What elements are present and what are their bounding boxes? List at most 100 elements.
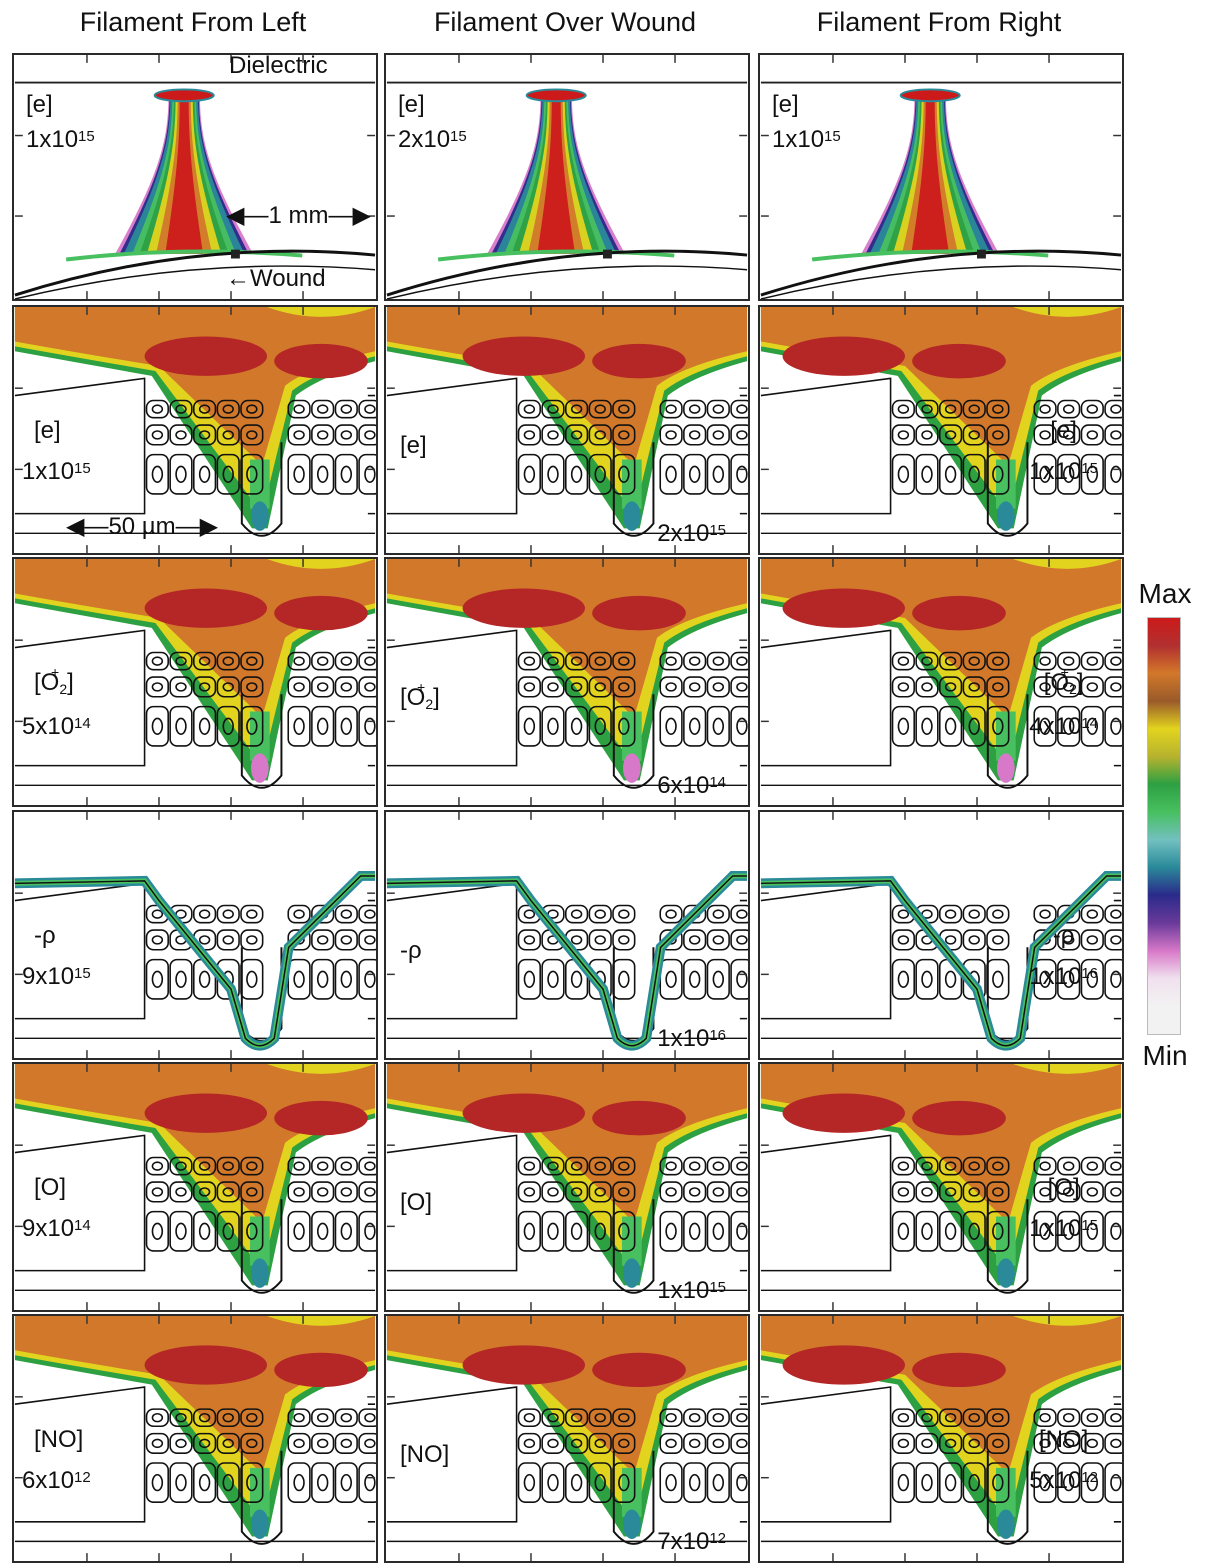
colorbar-segment xyxy=(1148,839,1180,868)
axis-ticks xyxy=(386,812,748,1058)
species-name: [O] xyxy=(1047,1174,1080,1201)
axis-ticks xyxy=(14,812,376,1058)
species-name: [e] xyxy=(400,432,427,459)
tissue-cells xyxy=(14,1134,376,1294)
peak-value: 5x1012 xyxy=(1029,1466,1098,1494)
peak-value-corner: 1x1016 xyxy=(657,1025,726,1052)
colorbar-segment xyxy=(1148,950,1180,979)
species-label: [O2 +] xyxy=(400,679,440,714)
species-label: [NO] xyxy=(400,1441,449,1468)
panel-art xyxy=(760,559,1122,805)
panel-art xyxy=(14,1064,376,1310)
peak-value: 1x1016 xyxy=(1029,963,1098,990)
panel-art xyxy=(760,307,1122,553)
density-plume xyxy=(760,1316,1122,1539)
axis-ticks xyxy=(760,1316,1122,1561)
tissue-cells xyxy=(386,629,748,789)
colorbar-segment xyxy=(1148,618,1180,646)
species-label: -ρ 9x1015 xyxy=(22,922,91,990)
density-plume xyxy=(14,1064,376,1288)
colorbar-min-label: Min xyxy=(1142,1040,1188,1071)
colorbar-segment xyxy=(1148,895,1180,923)
panel-art xyxy=(386,559,748,805)
species-label: [O] 9x1014 xyxy=(22,1174,91,1242)
axis-ticks xyxy=(760,1064,1122,1310)
panel-art xyxy=(386,1316,748,1561)
species-label: [e] 1x1015 xyxy=(1029,417,1098,485)
filament-streamer xyxy=(811,88,1049,262)
axis-ticks xyxy=(386,1316,748,1561)
peak-value: 1x1015 xyxy=(772,126,841,153)
tissue-cells xyxy=(14,377,376,537)
panel-r2-c2: 2x1015 [e] xyxy=(384,305,750,555)
wound-marker xyxy=(977,249,986,259)
tissue-surface xyxy=(760,249,1122,297)
column-title-right: Filament From Right xyxy=(816,7,1062,37)
density-plume xyxy=(760,307,1122,531)
species-label: [e] 2x1015 xyxy=(398,91,467,153)
wound-label: ←Wound xyxy=(226,265,326,292)
species-name: [NO] xyxy=(1038,1425,1089,1453)
colorbar-segment xyxy=(1148,728,1180,757)
species-label: [NO] 5x1012 xyxy=(1029,1426,1098,1494)
panel-r2-c1: [e] 1x1015 xyxy=(12,305,378,555)
colorbar-segment xyxy=(1148,922,1180,951)
peak-value: 1x1015 xyxy=(22,458,91,485)
axis-ticks xyxy=(386,307,748,553)
panel-art xyxy=(14,559,376,805)
panel-art xyxy=(760,1064,1122,1310)
axis-ticks xyxy=(14,1064,376,1310)
axis-ticks xyxy=(14,307,376,553)
scale-1mm: ◀—1 mm—▶ xyxy=(226,202,371,229)
species-name: [NO] xyxy=(400,1440,450,1468)
tissue-cells xyxy=(14,629,376,789)
density-plume xyxy=(14,1316,376,1539)
species-label: [O] 1x1015 xyxy=(1029,1174,1098,1242)
species-name: [NO] xyxy=(34,1425,84,1453)
peak-value: 9x1014 xyxy=(22,1215,91,1242)
colorbar-segment xyxy=(1148,784,1180,813)
tissue-cells xyxy=(760,629,1122,789)
charge-band xyxy=(760,871,1122,1051)
column-title-over-wound: Filament Over Wound xyxy=(433,7,697,37)
tissue-cells xyxy=(760,1134,1122,1294)
scale-50um: ◀—50 µm—▶ xyxy=(66,513,219,540)
density-plume xyxy=(386,1316,748,1539)
peak-value: 9x1015 xyxy=(22,963,91,990)
peak-value: 1x1015 xyxy=(1029,458,1098,485)
wound-marker xyxy=(231,249,240,259)
colorbar xyxy=(1147,617,1181,1035)
panel-art xyxy=(386,1064,748,1310)
axis-ticks xyxy=(760,307,1122,553)
panel-r2-c3: [e] 1x1015 xyxy=(758,305,1124,555)
tissue-cells xyxy=(386,1386,748,1545)
density-plume xyxy=(14,559,376,783)
species-name: [e] xyxy=(34,417,61,444)
species-name: [e] xyxy=(26,91,53,118)
species-label: [NO] 6x1012 xyxy=(22,1426,91,1494)
panel-r3-c2: 6x1014 [O2 +] xyxy=(384,557,750,807)
panel-art xyxy=(386,812,748,1058)
dielectric-label: Dielectric xyxy=(229,52,328,79)
species-label: -ρ 1x1016 xyxy=(1029,922,1098,990)
colorbar-segment xyxy=(1148,673,1180,702)
peak-value: 2x1015 xyxy=(657,520,726,547)
panel-art xyxy=(760,55,1122,299)
tissue-surface xyxy=(14,249,376,297)
density-plume xyxy=(14,307,376,531)
axis-ticks xyxy=(760,812,1122,1058)
species-name: [O2 +] xyxy=(34,664,74,697)
charge-band xyxy=(386,871,748,1051)
axis-ticks xyxy=(386,55,748,299)
species-label: [O] xyxy=(400,1189,432,1216)
peak-value: 1x1015 xyxy=(657,1277,726,1304)
colorbar-segment xyxy=(1148,645,1180,674)
tissue-cells xyxy=(14,882,376,1042)
panel-art xyxy=(14,1316,376,1561)
colorbar-segment xyxy=(1148,978,1180,1007)
panel-r4-c3: -ρ 1x1016 xyxy=(758,810,1124,1060)
panel-art xyxy=(760,812,1122,1058)
tissue-surface xyxy=(386,249,748,297)
tissue-cells xyxy=(760,377,1122,537)
panel-art xyxy=(386,307,748,553)
